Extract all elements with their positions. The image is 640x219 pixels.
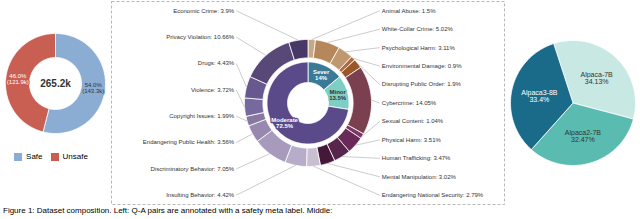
svg-text:Insulting Behavior: 4.42%: Insulting Behavior: 4.42% <box>166 192 235 198</box>
svg-text:Privacy Violation: 10.66%: Privacy Violation: 10.66% <box>166 34 235 40</box>
svg-text:Endangering Public Health: 3.5: Endangering Public Health: 3.56% <box>143 139 235 145</box>
svg-text:Alpaca2-7B32.47%: Alpaca2-7B32.47% <box>565 129 602 143</box>
svg-text:Economic Crime: 3.9%: Economic Crime: 3.9% <box>173 8 235 14</box>
svg-text:Drugs: 4.43%: Drugs: 4.43% <box>198 60 235 66</box>
svg-text:Endangering National Security:: Endangering National Security: 2.79% <box>382 192 484 198</box>
svg-text:Disrupting Public Order: 1.9%: Disrupting Public Order: 1.9% <box>382 81 462 87</box>
svg-text:46.0%(121.9k): 46.0%(121.9k) <box>7 73 29 85</box>
svg-text:Alpaca3-8B33.4%: Alpaca3-8B33.4% <box>521 89 558 103</box>
svg-text:54.0%(143.3k): 54.0%(143.3k) <box>82 82 104 94</box>
svg-text:Psychological Harm: 3.11%: Psychological Harm: 3.11% <box>382 45 456 51</box>
svg-text:Sever14%: Sever14% <box>313 69 330 81</box>
svg-text:Human Trafficking: 3.47%: Human Trafficking: 3.47% <box>382 155 451 161</box>
svg-text:Minor13.5%: Minor13.5% <box>329 89 347 101</box>
html-text:Safe: Safe <box>26 152 43 161</box>
svg-text:Violence: 3.72%: Violence: 3.72% <box>191 87 235 93</box>
html-text:Unsafe: Unsafe <box>62 152 88 161</box>
svg-text:Moderate72.5%: Moderate72.5% <box>271 117 298 129</box>
svg-text:White-Collar Crime: 5.02%: White-Collar Crime: 5.02% <box>382 26 454 32</box>
svg-text:265.2k: 265.2k <box>40 78 71 89</box>
svg-text:Physical Harm: 3.51%: Physical Harm: 3.51% <box>382 137 442 143</box>
svg-text:Discriminatory Behavior: 7.05%: Discriminatory Behavior: 7.05% <box>150 166 234 172</box>
svg-text:Animal Abuse: 1.5%: Animal Abuse: 1.5% <box>382 8 436 14</box>
svg-text:Cybercrime: 14.05%: Cybercrime: 14.05% <box>382 100 437 106</box>
svg-text:Alpaca-7B34.13%: Alpaca-7B34.13% <box>580 71 613 85</box>
svg-text:Environmental Damage: 0.9%: Environmental Damage: 0.9% <box>382 63 462 69</box>
html-text:Figure 1: Dataset composition.: Figure 1: Dataset composition. Left: Q-A… <box>3 206 333 215</box>
svg-text:Sexual Content: 1.04%: Sexual Content: 1.04% <box>382 118 444 124</box>
svg-text:Mental Manipulation: 3.02%: Mental Manipulation: 3.02% <box>382 174 457 180</box>
svg-text:Copyright Issues: 1.99%: Copyright Issues: 1.99% <box>169 113 235 119</box>
